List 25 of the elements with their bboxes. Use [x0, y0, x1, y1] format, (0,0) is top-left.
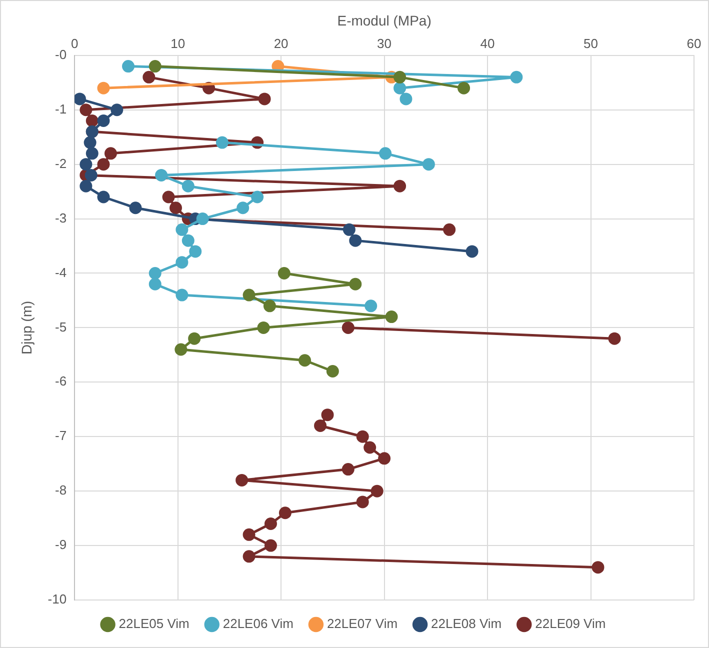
y-tick-label: -4: [55, 264, 67, 280]
y-tick-label: -0: [55, 46, 67, 62]
y-tick-label: -1: [55, 101, 67, 116]
y-tick-label: -8: [55, 482, 67, 498]
y-tick-label: -6: [55, 374, 67, 389]
x-tick-label: 0: [70, 36, 78, 52]
y-tick-label: -10: [48, 592, 67, 607]
legend-label: 22LE09 Vim: [535, 616, 606, 632]
legend-label: 22LE08 Vim: [431, 616, 502, 632]
legend-label: 22LE06 Vim: [222, 616, 294, 632]
y-axis-title: Djup (m): [18, 300, 34, 355]
x-tick-label: 20: [274, 36, 288, 52]
x-tick-label: 30: [377, 36, 392, 52]
y-tick-label: -5: [55, 319, 67, 334]
y-tick-label: -2: [55, 156, 67, 171]
y-tick-label: -3: [55, 210, 67, 226]
x-tick-label: 40: [480, 36, 495, 52]
x-axis-title: E-modul (MPa): [337, 12, 432, 28]
x-tick-label: 50: [584, 36, 598, 52]
y-tick-label: -9: [55, 537, 67, 552]
x-tick-label: 10: [170, 36, 186, 52]
legend-label: 22LE07 Vim: [326, 616, 398, 632]
legend-label: 22LE05 Vim: [118, 616, 190, 632]
y-tick-label: -7: [55, 428, 67, 444]
x-tick-label: 60: [686, 36, 702, 52]
